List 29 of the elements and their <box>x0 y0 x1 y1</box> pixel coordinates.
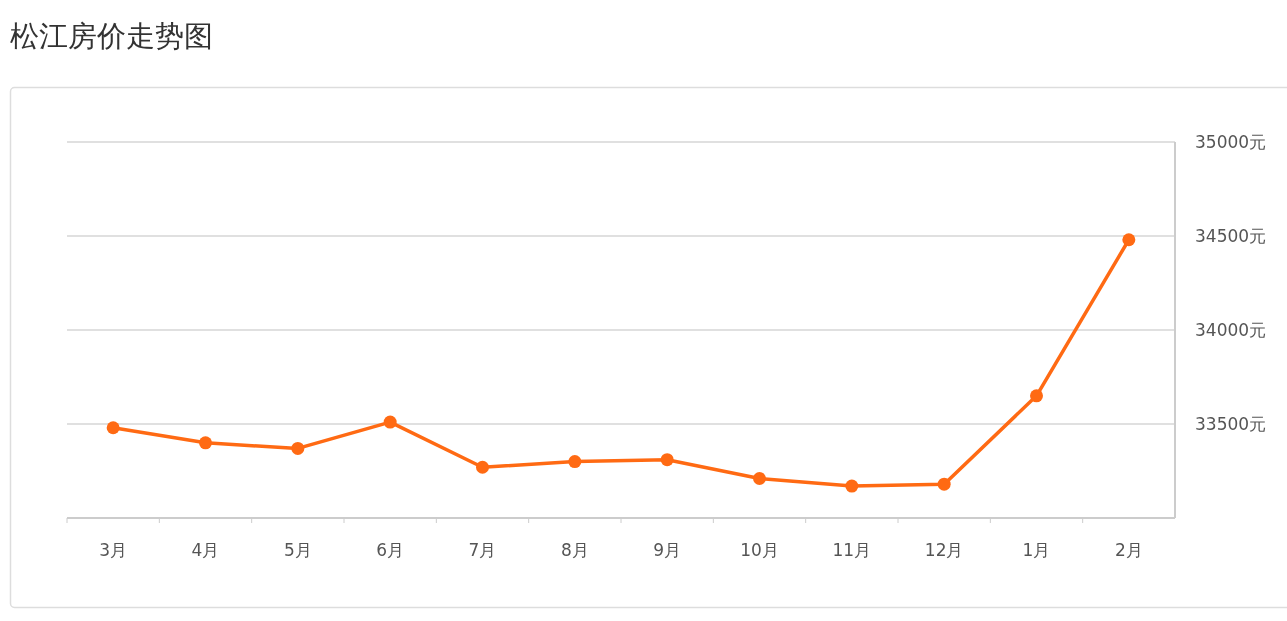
x-tick-label: 2月 <box>1114 540 1143 560</box>
x-tick-label: 10月 <box>740 540 779 560</box>
y-tick-label: 34500元 <box>1195 226 1267 246</box>
x-tick-label: 7月 <box>468 540 497 560</box>
point <box>476 460 489 474</box>
point <box>291 441 305 455</box>
point <box>753 472 766 486</box>
chart-title: 松江房价走势图 <box>10 19 213 53</box>
x-tick-label: 1月 <box>1022 540 1051 560</box>
x-tick-label: 9月 <box>653 540 682 560</box>
x-tick-label: 8月 <box>560 540 589 560</box>
y-tick-label: 34000元 <box>1195 320 1267 340</box>
x-tick-label: 12月 <box>924 540 964 560</box>
point <box>568 455 582 469</box>
point <box>1122 233 1136 247</box>
point <box>106 421 120 435</box>
y-tick-label: 35000元 <box>1195 132 1267 152</box>
point <box>845 479 859 493</box>
point <box>660 453 674 467</box>
x-tick-label: 4月 <box>191 540 220 560</box>
x-tick-label: 6月 <box>376 540 405 560</box>
point <box>199 436 212 450</box>
point <box>1030 389 1043 403</box>
point <box>937 477 951 491</box>
x-tick-label: 5月 <box>283 540 312 560</box>
x-tick-label: 3月 <box>99 540 128 560</box>
y-tick-label: 33500元 <box>1195 414 1267 434</box>
point <box>383 415 397 429</box>
x-tick-label: 11月 <box>832 540 872 560</box>
